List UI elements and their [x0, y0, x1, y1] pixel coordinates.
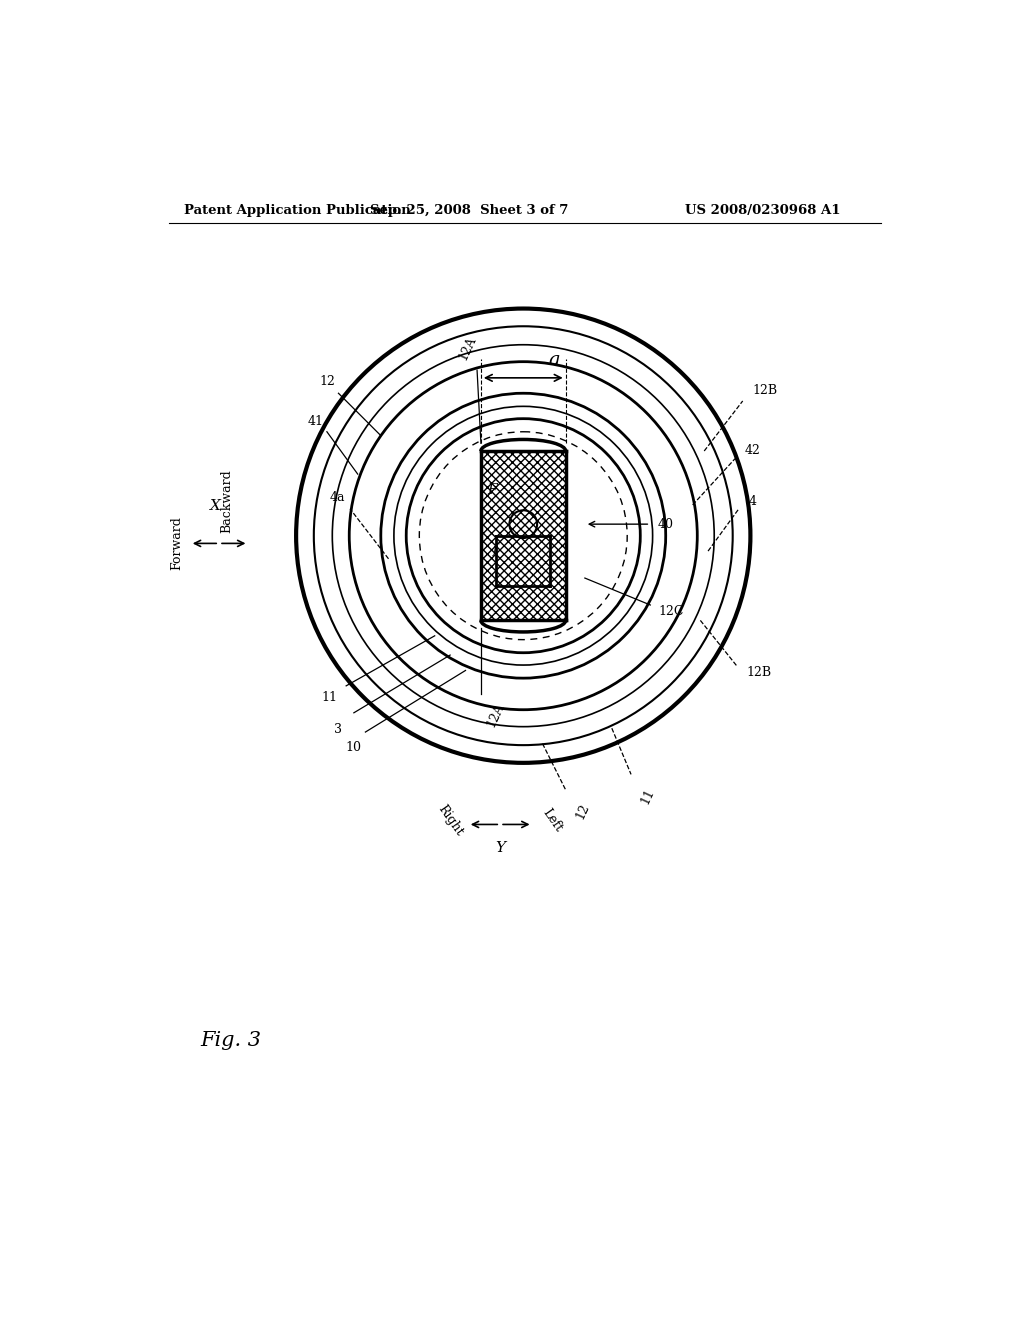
- Text: 11: 11: [322, 690, 337, 704]
- Text: 3: 3: [335, 723, 342, 737]
- Text: 12B: 12B: [746, 667, 772, 680]
- Text: X: X: [210, 499, 221, 513]
- Text: 11: 11: [639, 785, 657, 807]
- Bar: [481, 451, 565, 620]
- Bar: [497, 536, 550, 586]
- Text: Fig. 3: Fig. 3: [200, 1031, 261, 1049]
- Bar: [497, 536, 550, 586]
- Text: 12A: 12A: [456, 334, 478, 363]
- Text: Backward: Backward: [220, 469, 233, 533]
- Text: 12B: 12B: [752, 384, 777, 397]
- Text: 41: 41: [307, 416, 324, 428]
- Text: 4a: 4a: [329, 491, 345, 504]
- Text: Left: Left: [540, 807, 565, 834]
- Text: Patent Application Publication: Patent Application Publication: [184, 205, 412, 218]
- Text: f: f: [493, 544, 497, 557]
- Text: US 2008/0230968 A1: US 2008/0230968 A1: [685, 205, 841, 218]
- Text: Sep. 25, 2008  Sheet 3 of 7: Sep. 25, 2008 Sheet 3 of 7: [370, 205, 568, 218]
- Text: 40: 40: [658, 517, 674, 531]
- Text: 12: 12: [318, 375, 335, 388]
- Text: F: F: [486, 483, 497, 498]
- Text: 4: 4: [749, 495, 757, 508]
- Text: 12: 12: [573, 801, 592, 821]
- Text: 10: 10: [346, 741, 361, 754]
- Text: 12C: 12C: [658, 605, 683, 618]
- Text: 12A: 12A: [484, 701, 507, 729]
- Bar: [481, 451, 565, 620]
- Text: Forward: Forward: [170, 516, 183, 570]
- Text: Y: Y: [495, 841, 505, 855]
- Text: a: a: [548, 351, 560, 368]
- Text: Right: Right: [435, 803, 465, 838]
- Text: 42: 42: [745, 445, 761, 458]
